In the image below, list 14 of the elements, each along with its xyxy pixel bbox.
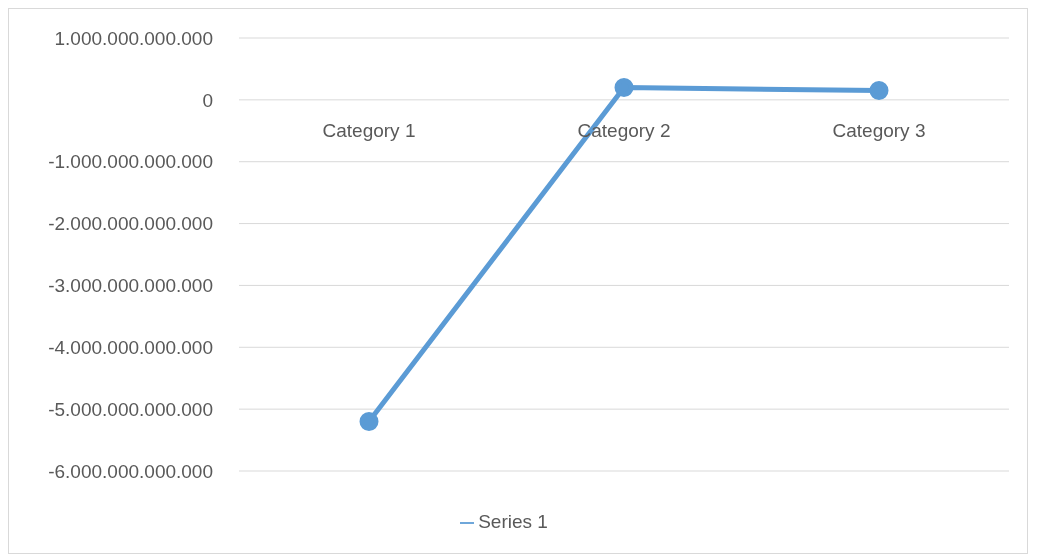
y-tick-label: 1.000.000.000.000	[54, 27, 213, 49]
point	[869, 81, 889, 101]
y-tick-label: -5.000.000.000.000	[48, 398, 213, 420]
y-tick-label: -3.000.000.000.000	[48, 275, 213, 297]
point	[614, 77, 634, 97]
y-tick-label: -4.000.000.000.000	[48, 337, 213, 359]
legend-label: Series 1	[478, 511, 548, 532]
y-tick-label: -1.000.000.000.000	[48, 151, 213, 173]
x-tick-label: Category 3	[832, 119, 926, 141]
y-tick-label: 0	[202, 89, 213, 111]
point	[359, 412, 379, 432]
y-tick-label: -2.000.000.000.000	[48, 213, 213, 235]
x-tick-label: Category 1	[322, 119, 416, 141]
y-tick-label: -6.000.000.000.000	[48, 460, 213, 482]
